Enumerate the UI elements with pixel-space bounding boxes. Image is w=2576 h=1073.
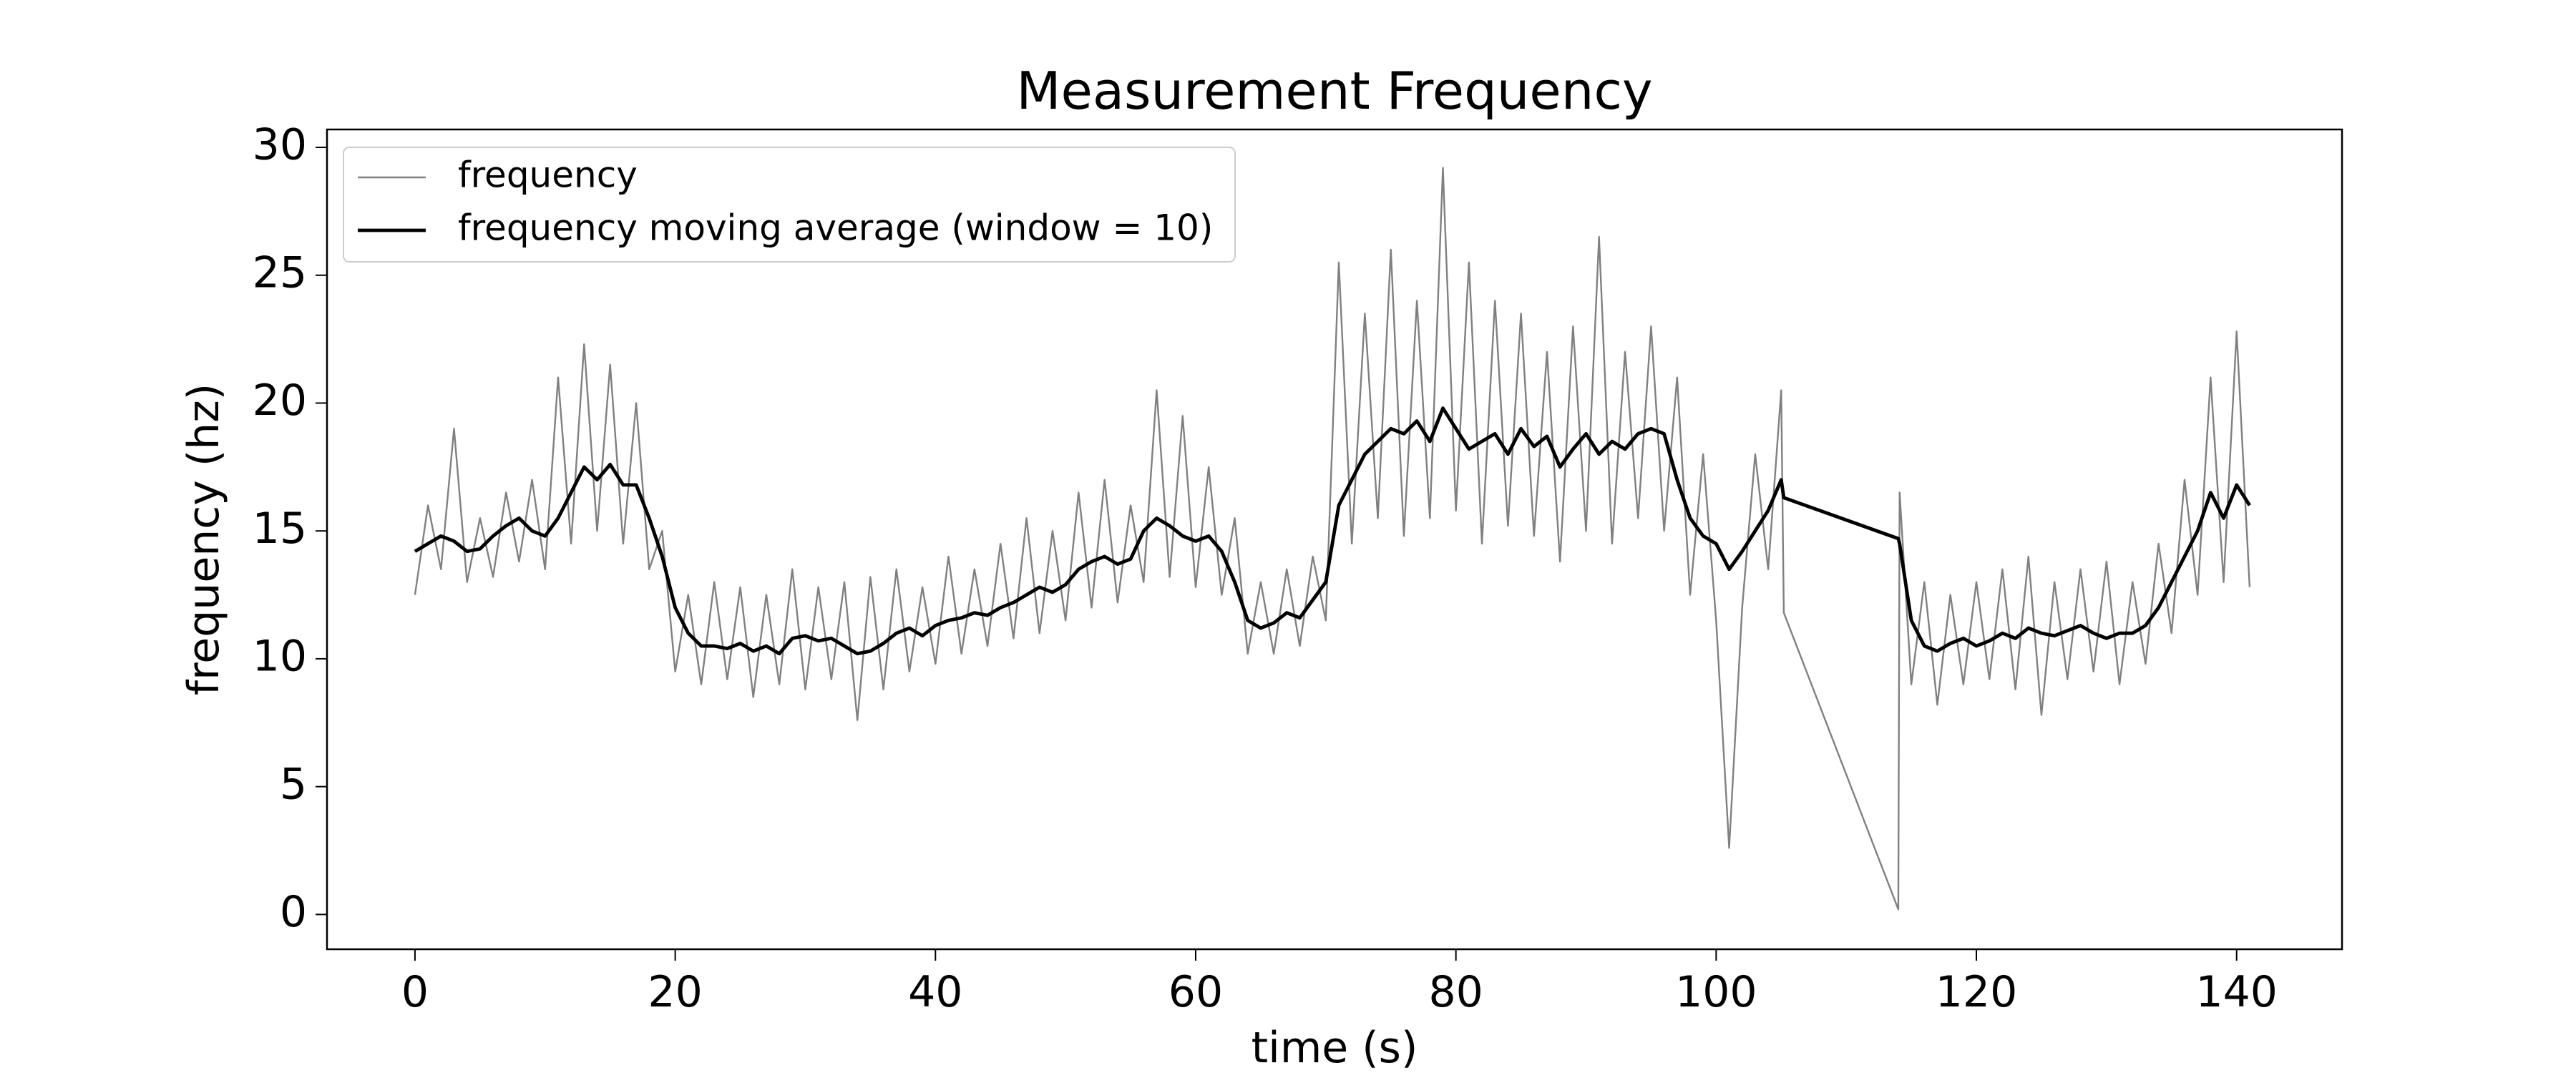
x-tick-label: 20 bbox=[648, 967, 702, 1017]
legend: frequency frequency moving average (windo… bbox=[343, 147, 1236, 263]
y-tick-label: 20 bbox=[253, 376, 307, 426]
chart-title: Measurement Frequency bbox=[1016, 61, 1652, 121]
legend-frame bbox=[343, 147, 1236, 263]
series-line bbox=[414, 406, 2251, 656]
x-tick-label: 80 bbox=[1428, 967, 1483, 1017]
plot-frame bbox=[326, 128, 2343, 951]
y-axis-label: frequency (hz) bbox=[179, 383, 229, 695]
x-tick-label: 40 bbox=[908, 967, 962, 1017]
y-tick-label: 10 bbox=[253, 632, 307, 682]
y-tick-label: 30 bbox=[253, 120, 307, 170]
y-tick-label: 5 bbox=[280, 759, 307, 809]
x-tick-label: 0 bbox=[401, 967, 429, 1017]
x-tick-label: 140 bbox=[2195, 967, 2278, 1017]
legend-label: frequency moving average (window = 10) bbox=[458, 207, 1213, 249]
x-tick-label: 120 bbox=[1936, 967, 2018, 1017]
y-tick-label: 0 bbox=[280, 887, 307, 937]
x-tick-label: 100 bbox=[1675, 967, 1757, 1017]
y-tick-label: 15 bbox=[253, 504, 307, 554]
y-tick-label: 25 bbox=[253, 248, 307, 298]
x-axis-label: time (s) bbox=[1252, 1023, 1418, 1073]
x-tick-label: 60 bbox=[1169, 967, 1223, 1017]
legend-label: frequency bbox=[458, 155, 638, 196]
